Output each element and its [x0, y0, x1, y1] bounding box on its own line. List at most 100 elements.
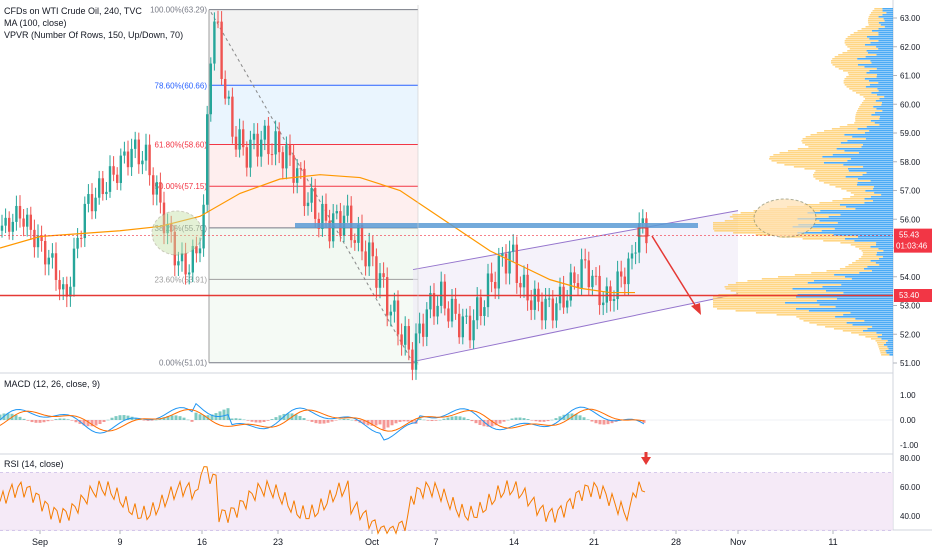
channel-lower-line[interactable]: [412, 293, 739, 363]
vpvr-up-bar: [834, 274, 893, 276]
macd-histogram-bar: [554, 418, 558, 420]
vpvr-down-bar: [842, 330, 863, 332]
macd-histogram-bar: [202, 415, 206, 420]
price-axis[interactable]: 63.00 62.00 61.00 60.00 59.00 58.00 57.00 56.00…: [893, 14, 932, 368]
macd-histogram-bar: [94, 420, 98, 426]
parallel-channel[interactable]: [412, 210, 739, 363]
candle-body: [587, 260, 590, 288]
vpvr-down-bar: [773, 154, 833, 156]
rsi-line: [0, 466, 646, 535]
candle-body: [256, 133, 259, 157]
candle-body: [134, 139, 137, 149]
vpvr-up-bar: [859, 272, 893, 274]
macd-histogram-bar: [594, 420, 598, 424]
vpvr-down-bar: [832, 200, 873, 202]
candle-body: [51, 253, 54, 258]
macd-histogram-bar: [194, 412, 198, 420]
vpvr-down-bar: [853, 194, 882, 196]
macd-histogram-bar: [198, 414, 202, 420]
vpvr-down-bar: [803, 320, 865, 322]
macd-histogram-bar: [322, 420, 326, 424]
legend-vpvr[interactable]: VPVR (Number Of Rows, 150, Up/Down, 70): [4, 30, 183, 40]
vpvr-up-bar: [867, 52, 893, 54]
vpvr-down-bar: [868, 22, 879, 24]
candle-body: [602, 302, 605, 306]
vpvr-up-bar: [876, 254, 893, 256]
vpvr-up-bar: [797, 218, 893, 220]
macd-histogram-bar: [206, 415, 210, 420]
highlight-ellipse-left[interactable]: [151, 210, 203, 256]
channel-upper-line[interactable]: [412, 210, 739, 271]
vpvr-down-bar: [868, 24, 881, 26]
candle-body: [303, 168, 306, 207]
vpvr-down-bar: [839, 268, 864, 270]
candle-body: [101, 178, 104, 195]
vpvr-down-bar: [769, 156, 823, 158]
vpvr-up-bar: [870, 42, 893, 44]
candle-body: [310, 188, 313, 203]
vpvr-up-bar: [875, 262, 893, 264]
legend-rsi[interactable]: RSI (14, close): [4, 459, 64, 469]
vpvr-up-bar: [862, 330, 893, 332]
vpvr-up-bar: [837, 222, 893, 224]
vpvr-down-bar: [779, 236, 858, 238]
vpvr-down-bar: [809, 322, 847, 324]
candle-body: [378, 273, 382, 288]
vpvr-down-bar: [832, 58, 858, 60]
candle-body: [227, 96, 230, 99]
resistance-zone[interactable]: [295, 223, 698, 228]
vpvr-down-bar: [816, 132, 865, 134]
candle-body: [11, 221, 14, 232]
vpvr-up-bar: [870, 60, 893, 62]
fib-trend-line[interactable]: [210, 12, 414, 363]
vpvr-up-bar: [836, 298, 893, 300]
legend-symbol[interactable]: CFDs on WTI Crude Oil, 240, TVC: [4, 6, 142, 16]
candle-body: [386, 277, 389, 316]
vpvr-up-bar: [844, 150, 893, 152]
vpvr-down-bar: [854, 122, 875, 124]
candle-body: [108, 166, 112, 192]
time-axis-label: 16: [197, 537, 207, 547]
candle-body: [612, 299, 616, 301]
macd-histogram-bar: [42, 420, 46, 423]
time-axis[interactable]: Sep 9 16 23 Oct 7 14 21 28 Nov 11: [32, 530, 838, 547]
price-axis-label: 62.00: [900, 43, 921, 52]
vpvr-down-bar: [872, 10, 883, 12]
macd-histogram-bar: [18, 416, 22, 420]
macd-histogram-bar: [334, 420, 338, 421]
candle-body: [364, 251, 367, 267]
vpvr-up-bar: [828, 216, 893, 218]
macd-histogram-bar: [318, 420, 322, 424]
macd-histogram-bar: [142, 420, 146, 421]
vpvr-up-bar: [855, 318, 893, 320]
candle-body: [137, 139, 140, 165]
vpvr-up-bar: [878, 22, 893, 24]
vpvr-up-bar: [882, 110, 893, 112]
candle-body: [512, 244, 515, 252]
fib-level-label: 38.20%(55.70): [155, 224, 208, 233]
candle-body: [191, 245, 194, 273]
moving-average-line: [0, 174, 635, 294]
macd-histogram-bar: [90, 420, 94, 427]
vpvr-down-bar: [852, 90, 879, 92]
legend-ma[interactable]: MA (100, close): [4, 18, 67, 28]
price-axis-label: 56.00: [900, 215, 921, 224]
chart-drawings[interactable]: [0, 5, 893, 365]
candle-body: [126, 151, 130, 168]
vpvr-down-bar: [848, 74, 877, 76]
vpvr-up-bar: [825, 290, 893, 292]
macd-histogram-bar: [262, 420, 266, 423]
macd-histogram-bar: [402, 420, 406, 422]
vpvr-up-bar: [876, 68, 893, 70]
forecast-arrow-line[interactable]: [651, 235, 699, 311]
vpvr-down-bar: [846, 86, 866, 88]
vpvr-down-bar: [858, 258, 880, 260]
macd-histogram-bar: [314, 420, 318, 424]
macd-histogram-bar: [430, 420, 434, 422]
legend-macd[interactable]: MACD (12, 26, close, 9): [4, 379, 100, 389]
vpvr-down-bar: [713, 306, 836, 308]
highlight-ellipse-right[interactable]: [753, 198, 817, 238]
fib-zone: [209, 279, 418, 363]
vpvr-down-bar: [819, 202, 865, 204]
